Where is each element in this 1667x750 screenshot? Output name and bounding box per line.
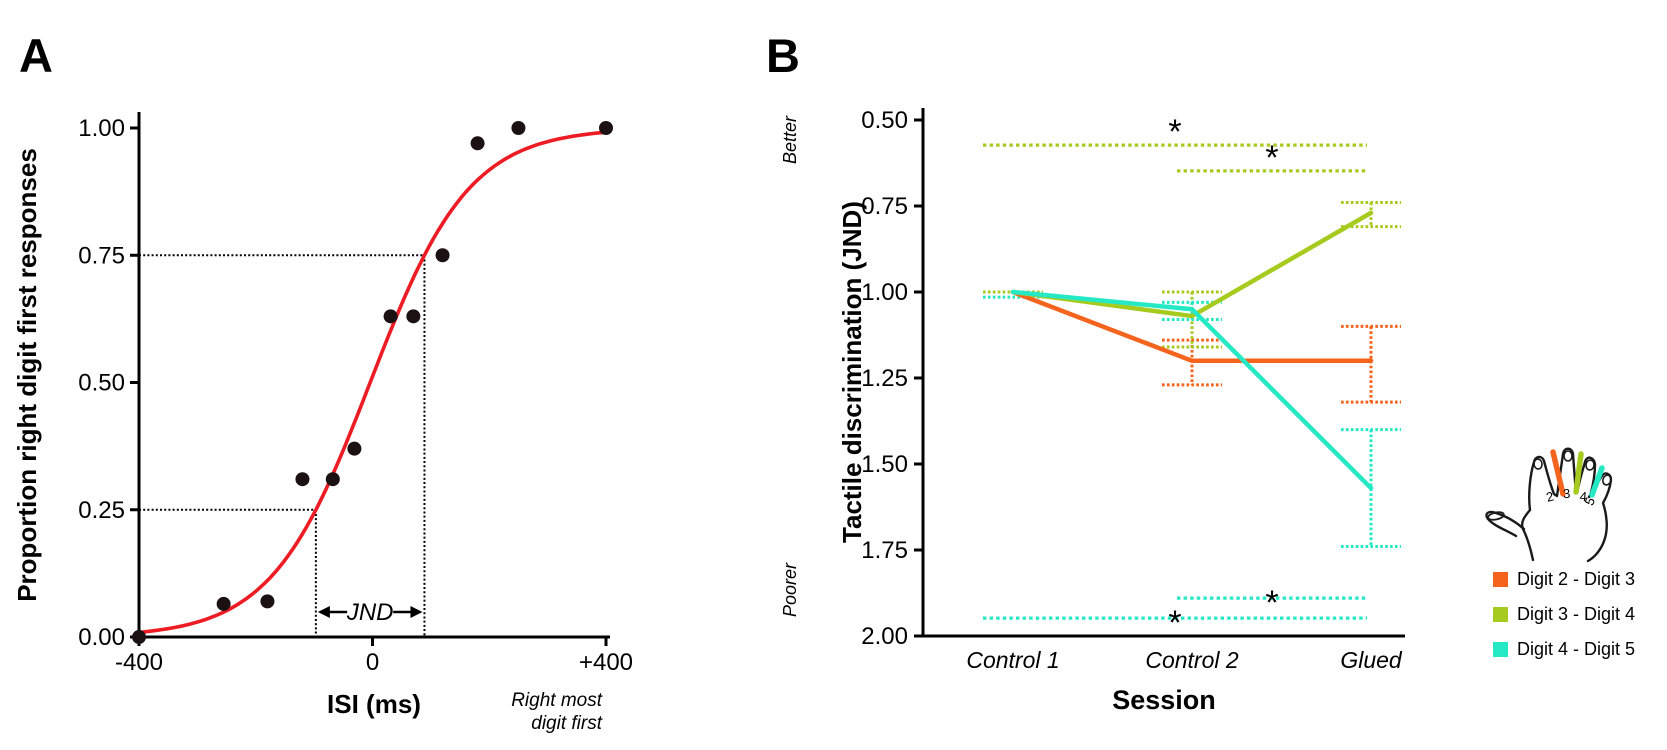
hand-stripe-2-3 — [1550, 449, 1566, 497]
panel-b-y-axis-title: Tactile discrimination (JND) — [837, 201, 867, 543]
better-label: Better — [780, 115, 800, 164]
corner-note-line1: Right most — [511, 690, 603, 711]
series-line-digit-2-digit-3 — [1010, 289, 1374, 364]
jnd-arrow-right-head — [410, 606, 423, 618]
series-line-digit-3-digit-4 — [1010, 210, 1374, 319]
corner-note-line2: digit first — [531, 713, 602, 734]
y-tick-label: 1.00 — [861, 279, 908, 306]
panel-a-y-axis-title: Proportion right digit first responses — [12, 148, 42, 602]
data-point — [511, 121, 526, 135]
legend: Digit 2 - Digit 3 Digit 3 - Digit 4 Digi… — [1493, 569, 1635, 674]
legend-swatch-digit2-digit3 — [1493, 572, 1508, 587]
data-point — [383, 309, 398, 324]
data-point — [260, 594, 275, 609]
data-point — [435, 248, 450, 263]
hand-digit-label: 2 — [1545, 488, 1556, 504]
hand-icon: 2 3 45 — [1485, 447, 1613, 563]
finger-nail — [1585, 459, 1595, 471]
finger-nail — [1602, 474, 1612, 486]
panel-a-x-axis-title: ISI (ms) — [327, 689, 421, 719]
data-point — [325, 472, 340, 487]
poorer-label: Poorer — [780, 562, 800, 617]
series-line-digit-4-digit-5 — [1010, 289, 1374, 491]
data-point — [216, 596, 231, 611]
psychometric-curve — [137, 130, 608, 635]
panel-b-x-axis-title: Session — [1112, 685, 1216, 715]
hand-stripe-4-5 — [1589, 465, 1605, 498]
data-point — [599, 121, 613, 135]
data-point — [132, 630, 146, 644]
x-category-label: Control 1 — [966, 647, 1059, 673]
y-tick-label: 0.25 — [78, 497, 125, 524]
panel-a-label: A — [19, 29, 53, 82]
panel-a-psychometric-chart: 0.00 0.25 0.50 0.75 1.00 -400 0 +400 JND Proporti… — [12, 112, 633, 734]
hand-outline — [1520, 447, 1613, 563]
hand-digit-label: 4 — [1579, 489, 1588, 505]
y-tick-label: 0.50 — [861, 107, 908, 134]
y-tick-label: 1.75 — [861, 537, 908, 564]
significance-star: * — [1168, 604, 1181, 642]
jnd-arrow-left-head — [317, 606, 330, 618]
data-point — [347, 441, 362, 456]
legend-item: Digit 4 - Digit 5 — [1493, 639, 1635, 660]
legend-item: Digit 2 - Digit 3 — [1493, 569, 1635, 590]
significance-star: * — [1265, 584, 1278, 622]
y-tick-label: 1.25 — [861, 365, 908, 392]
legend-item: Digit 3 - Digit 4 — [1493, 604, 1635, 625]
data-point — [406, 309, 421, 324]
y-tick-label: 0.00 — [78, 624, 125, 651]
x-tick-label: +400 — [579, 649, 633, 676]
data-point — [470, 136, 485, 151]
thumb-nail — [1487, 511, 1505, 521]
y-tick-label: 2.00 — [861, 623, 908, 650]
panel-b-label: B — [766, 29, 800, 82]
hand-digit-label: 3 — [1563, 486, 1571, 501]
hand-thumb — [1485, 510, 1526, 538]
panel-b-jnd-chart: 0.50 0.75 1.00 1.25 1.50 1.75 2.00 Control 1 Con… — [780, 107, 1405, 715]
y-tick-label: 0.75 — [861, 193, 908, 220]
legend-label: Digit 2 - Digit 3 — [1517, 569, 1636, 589]
legend-swatch-digit4-digit5 — [1493, 642, 1508, 657]
hand-stripe-3-4 — [1573, 451, 1584, 495]
y-tick-label: 0.75 — [78, 242, 125, 269]
data-point — [295, 472, 310, 487]
significance-star: * — [1168, 113, 1181, 151]
x-category-label: Control 2 — [1145, 647, 1239, 673]
x-category-label: Glued — [1340, 647, 1403, 673]
finger-nail — [1533, 458, 1543, 470]
x-tick-label: -400 — [115, 649, 163, 676]
legend-label: Digit 3 - Digit 4 — [1517, 604, 1636, 624]
legend-label: Digit 4 - Digit 5 — [1517, 639, 1636, 659]
x-tick-label: 0 — [366, 649, 379, 676]
y-tick-label: 1.00 — [78, 115, 125, 142]
finger-nail — [1563, 450, 1573, 462]
y-tick-label: 1.50 — [861, 451, 908, 478]
y-tick-label: 0.50 — [78, 370, 125, 397]
significance-star: * — [1265, 139, 1278, 177]
legend-swatch-digit3-digit4 — [1493, 607, 1508, 622]
jnd-annotation: JND — [346, 599, 394, 626]
